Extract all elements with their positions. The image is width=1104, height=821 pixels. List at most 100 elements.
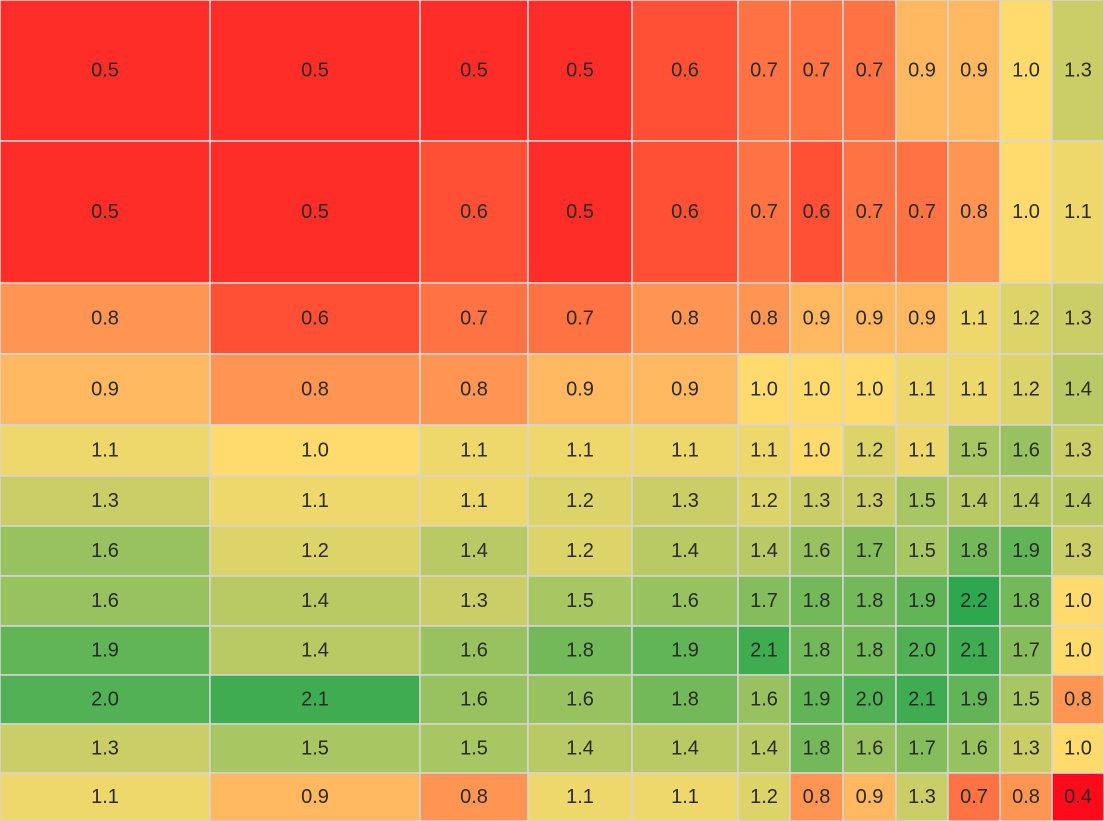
heatmap-cell-label: 1.6 [91, 590, 119, 612]
heatmap-cell-label: 1.1 [91, 786, 119, 808]
heatmap-cell-label: 1.7 [908, 738, 936, 760]
heatmap-cell-label: 0.7 [750, 60, 778, 82]
heatmap-cell-label: 1.8 [671, 689, 699, 711]
heatmap-cell [789, 140, 844, 284]
heatmap-cell-label: 0.6 [803, 201, 831, 223]
heatmap-cell [527, 674, 633, 725]
heatmap-cell-label: 0.5 [566, 201, 594, 223]
heatmap-cell [842, 674, 897, 725]
heatmap-cell [999, 0, 1053, 142]
heatmap-cell-label: 1.1 [566, 786, 594, 808]
heatmap-cell-label: 0.9 [960, 60, 988, 82]
heatmap-cell-label: 1.3 [1064, 308, 1092, 330]
heatmap-cell-label: 2.1 [960, 640, 988, 662]
heatmap-cell [631, 0, 739, 142]
heatmap-cell [789, 525, 844, 577]
heatmap-cell-label: 2.1 [301, 689, 329, 711]
heatmap-cell-label: 0.8 [960, 201, 988, 223]
heatmap-cell [419, 353, 529, 426]
heatmap-cell-label: 0.5 [91, 201, 119, 223]
heatmap-cell-label: 1.8 [566, 640, 594, 662]
heatmap-cell [947, 353, 1001, 426]
heatmap-cell-label: 1.3 [803, 490, 831, 512]
heatmap-cell [209, 772, 421, 821]
heatmap-cell-label: 0.9 [301, 786, 329, 808]
heatmap-cell [0, 282, 211, 355]
heatmap-cell-label: 1.2 [566, 540, 594, 562]
heatmap-cell-label: 1.9 [908, 590, 936, 612]
heatmap-cell-label: 0.8 [1012, 786, 1040, 808]
heatmap-cell-label: 1.9 [671, 640, 699, 662]
heatmap-cell [209, 140, 421, 284]
heatmap-cell [1051, 772, 1104, 821]
heatmap-cell-label: 2.1 [908, 689, 936, 711]
heatmap-cell-label: 1.1 [1064, 201, 1092, 223]
heatmap-cell-label: 0.5 [566, 60, 594, 82]
heatmap-cell-label: 1.1 [908, 440, 936, 462]
heatmap-cell-label: 1.0 [1064, 738, 1092, 760]
heatmap-cell-label: 0.8 [671, 308, 699, 330]
heatmap-cell [209, 282, 421, 355]
heatmap-cell [209, 625, 421, 676]
heatmap-cell [527, 475, 633, 527]
heatmap-cell-label: 1.3 [1012, 738, 1040, 760]
heatmap-cell-label: 1.9 [960, 689, 988, 711]
heatmap-cell-label: 1.8 [960, 540, 988, 562]
heatmap-cell-label: 1.2 [1012, 308, 1040, 330]
heatmap-cell [419, 575, 529, 627]
heatmap-cell [527, 525, 633, 577]
heatmap-cell [895, 475, 949, 527]
heatmap-cell [895, 625, 949, 676]
heatmap-cell-label: 1.0 [750, 379, 778, 401]
heatmap-cell [789, 424, 844, 477]
heatmap-cell-label: 1.4 [301, 590, 329, 612]
heatmap-cell-label: 1.6 [460, 640, 488, 662]
heatmap-cell-label: 0.9 [908, 308, 936, 330]
heatmap-cell [947, 625, 1001, 676]
heatmap-cell-label: 0.8 [803, 786, 831, 808]
heatmap-cell-label: 1.5 [960, 440, 988, 462]
heatmap-cell-label: 0.5 [301, 201, 329, 223]
heatmap-cell-label: 1.6 [91, 540, 119, 562]
heatmap-cell [789, 0, 844, 142]
heatmap-cell-label: 1.4 [460, 540, 488, 562]
heatmap-cell-label: 1.4 [750, 738, 778, 760]
heatmap-cell-label: 1.1 [566, 440, 594, 462]
heatmap-cell-label: 0.5 [91, 60, 119, 82]
heatmap-cell-label: 1.2 [856, 440, 884, 462]
heatmap-cell-label: 1.6 [1012, 440, 1040, 462]
heatmap-cell-label: 1.2 [566, 490, 594, 512]
heatmap-cell [842, 424, 897, 477]
heatmap-cell [0, 625, 211, 676]
heatmap-cell-label: 0.7 [856, 60, 884, 82]
heatmap-cell-label: 0.9 [803, 308, 831, 330]
heatmap-cell-label: 0.6 [671, 60, 699, 82]
heatmap-cell [419, 525, 529, 577]
heatmap-cell [0, 0, 211, 142]
heatmap-cell-label: 0.7 [960, 786, 988, 808]
heatmap-cell-label: 1.0 [1064, 590, 1092, 612]
heatmap-cell-label: 1.4 [1012, 490, 1040, 512]
heatmap-cell-label: 1.6 [460, 689, 488, 711]
heatmap-cell-label: 1.2 [750, 490, 778, 512]
heatmap-cell-label: 0.8 [460, 379, 488, 401]
heatmap-cell [527, 282, 633, 355]
heatmap-cell-label: 0.7 [460, 308, 488, 330]
heatmap-cell-label: 1.1 [301, 490, 329, 512]
heatmap-cell [895, 575, 949, 627]
heatmap-cell-label: 0.9 [908, 60, 936, 82]
heatmap-cell-label: 1.6 [671, 590, 699, 612]
heatmap-cell-label: 1.7 [750, 590, 778, 612]
heatmap-cell [947, 475, 1001, 527]
heatmap-cell [895, 282, 949, 355]
heatmap-cell [842, 723, 897, 774]
heatmap-cell [1051, 424, 1104, 477]
heatmap-cell-label: 1.0 [301, 440, 329, 462]
heatmap-cell-label: 2.1 [750, 640, 778, 662]
heatmap-cell [1051, 282, 1104, 355]
heatmap-cell [631, 475, 739, 527]
heatmap-cell-label: 0.6 [671, 201, 699, 223]
heatmap-cell-label: 1.4 [301, 640, 329, 662]
heatmap-cell [209, 723, 421, 774]
heatmap-cell [527, 353, 633, 426]
